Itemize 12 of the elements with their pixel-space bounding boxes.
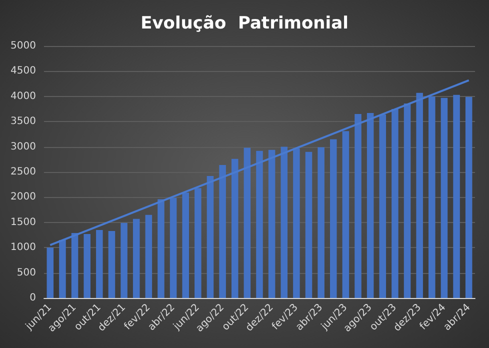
y-tick-label: 3000 [10,141,36,152]
y-tick-label: 0 [30,292,36,304]
y-tick-label: 4500 [10,66,36,77]
y-tick-label: 2000 [10,192,36,203]
y-tick-label: 1000 [10,242,36,254]
y-tick-label: 500 [16,267,36,278]
chart-title: Evolução Patrimonial [140,14,348,34]
y-tick-label: 5000 [10,40,36,52]
y-tick-label: 2500 [10,166,36,178]
y-tick-label: 3500 [10,116,36,128]
y-tick-label: 1500 [10,216,36,228]
y-tick-label: 4000 [10,90,36,102]
